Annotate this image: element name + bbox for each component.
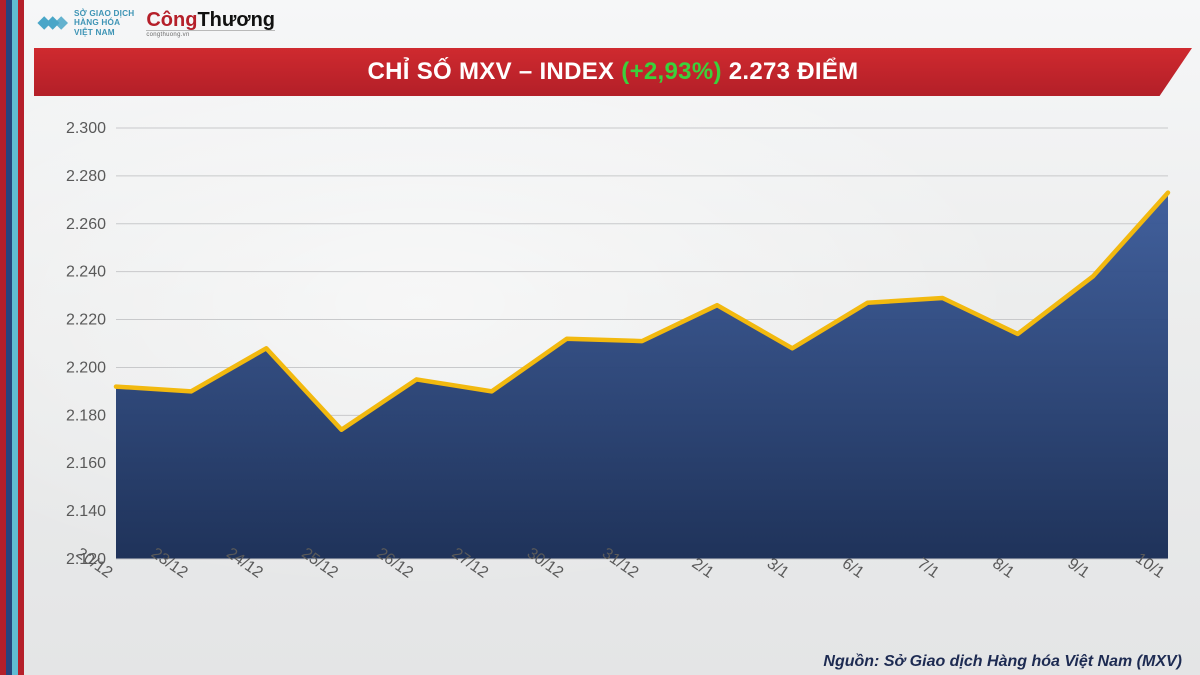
mxv-logo-icon (34, 10, 68, 36)
source-caption: Nguồn: Sở Giao dịch Hàng hóa Việt Nam (M… (823, 653, 1182, 671)
mxv-logo: SỞ GIAO DỊCH HÀNG HÓA VIỆT NAM (34, 9, 134, 37)
congthuong-logo: CôngThương congthuong.vn (146, 9, 275, 38)
logo-row: SỞ GIAO DỊCH HÀNG HÓA VIỆT NAM CôngThươn… (34, 6, 275, 40)
ct-cong: Công (146, 9, 197, 31)
svg-text:2.200: 2.200 (66, 359, 106, 376)
mxv-logo-text: SỞ GIAO DỊCH HÀNG HÓA VIỆT NAM (74, 9, 134, 37)
svg-text:2.180: 2.180 (66, 407, 106, 424)
svg-text:2.220: 2.220 (66, 312, 106, 329)
mxv-line3: VIỆT NAM (74, 28, 134, 37)
title-bar: CHỈ SỐ MXV – INDEX (+2,93%) 2.273 ĐIỂM (34, 48, 1192, 96)
title-pct: (+2,93%) (621, 58, 721, 85)
svg-text:2.300: 2.300 (66, 120, 106, 137)
svg-text:2.140: 2.140 (66, 503, 106, 520)
title-suffix: 2.273 ĐIỂM (722, 58, 859, 85)
title-text: CHỈ SỐ MXV – INDEX (+2,93%) 2.273 ĐIỂM (34, 48, 1192, 96)
ct-thuong: Thương (197, 9, 275, 31)
slide-root: SỞ GIAO DỊCH HÀNG HÓA VIỆT NAM CôngThươn… (0, 0, 1200, 675)
svg-text:2.240: 2.240 (66, 264, 106, 281)
left-accent-stripes (0, 0, 28, 675)
svg-text:2.260: 2.260 (66, 216, 106, 233)
chart-container: 2.1202.1402.1602.1802.2002.2202.2402.260… (54, 120, 1176, 619)
svg-text:2.160: 2.160 (66, 455, 106, 472)
svg-text:2.280: 2.280 (66, 168, 106, 185)
title-prefix: CHỈ SỐ MXV – INDEX (368, 58, 622, 85)
mxv-line2: HÀNG HÓA (74, 18, 134, 27)
mxv-line1: SỞ GIAO DỊCH (74, 9, 134, 18)
area-chart: 2.1202.1402.1602.1802.2002.2202.2402.260… (54, 120, 1176, 619)
ct-sub: congthuong.vn (146, 30, 275, 38)
